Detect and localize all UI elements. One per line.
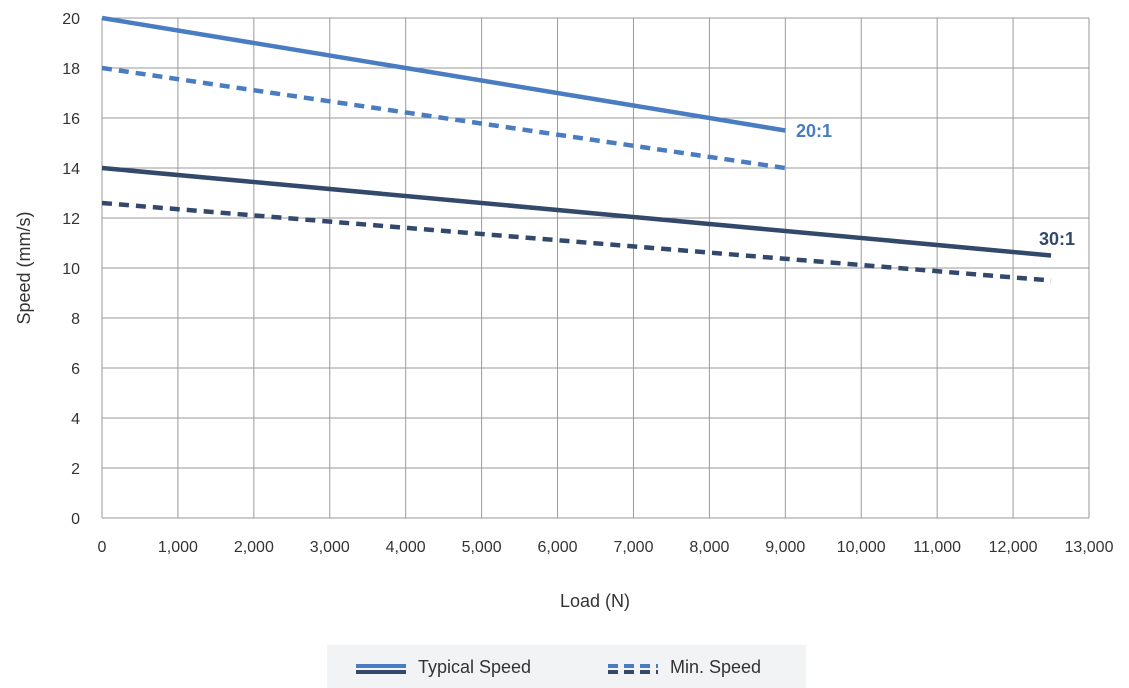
y-tick-label: 20 bbox=[62, 11, 80, 28]
y-axis-title: Speed (mm/s) bbox=[14, 211, 34, 324]
y-tick-label: 10 bbox=[62, 261, 80, 278]
x-tick-label: 8,000 bbox=[689, 539, 729, 556]
x-tick-label: 5,000 bbox=[462, 539, 502, 556]
series-line-20-1-typical bbox=[101, 15, 786, 133]
series-line-30-1-min bbox=[101, 200, 1052, 283]
x-tick-label: 11,000 bbox=[913, 539, 961, 556]
x-tick-label: 3,000 bbox=[310, 539, 350, 556]
x-tick-labels: 0 1,000 2,000 3,000 4,000 5,000 6,000 7,000 8,00… bbox=[98, 539, 1114, 556]
y-tick-label: 4 bbox=[71, 411, 80, 428]
x-tick-label: 0 bbox=[98, 539, 107, 556]
legend-label-min: Min. Speed bbox=[670, 657, 761, 677]
x-tick-label: 6,000 bbox=[538, 539, 578, 556]
y-tick-label: 16 bbox=[62, 111, 80, 128]
annotation-30-1: 30:1 bbox=[1039, 229, 1075, 249]
y-tick-label: 2 bbox=[71, 461, 80, 478]
x-tick-label: 10,000 bbox=[837, 539, 886, 556]
legend: Typical Speed Min. Speed bbox=[327, 645, 806, 688]
series-lines bbox=[101, 15, 1052, 283]
y-tick-labels: 0 2 4 6 8 10 12 14 16 18 20 bbox=[62, 11, 80, 528]
x-tick-label: 13,000 bbox=[1065, 539, 1114, 556]
series-line-30-1-typical bbox=[101, 165, 1052, 258]
y-tick-label: 18 bbox=[62, 61, 80, 78]
x-tick-label: 12,000 bbox=[989, 539, 1038, 556]
y-tick-label: 14 bbox=[62, 161, 80, 178]
x-tick-label: 1,000 bbox=[158, 539, 198, 556]
x-tick-label: 9,000 bbox=[765, 539, 805, 556]
y-tick-label: 6 bbox=[71, 361, 80, 378]
y-tick-label: 0 bbox=[71, 511, 80, 528]
x-axis-title: Load (N) bbox=[560, 591, 630, 611]
y-tick-label: 12 bbox=[62, 211, 80, 228]
annotation-20-1: 20:1 bbox=[796, 121, 832, 141]
x-tick-label: 4,000 bbox=[386, 539, 426, 556]
x-tick-label: 7,000 bbox=[613, 539, 653, 556]
legend-label-typical: Typical Speed bbox=[418, 657, 531, 677]
series-line-20-1-min bbox=[101, 65, 786, 171]
x-tick-label: 2,000 bbox=[234, 539, 274, 556]
grid bbox=[101, 17, 1090, 519]
legend-background bbox=[327, 645, 806, 688]
y-tick-label: 8 bbox=[71, 311, 80, 328]
